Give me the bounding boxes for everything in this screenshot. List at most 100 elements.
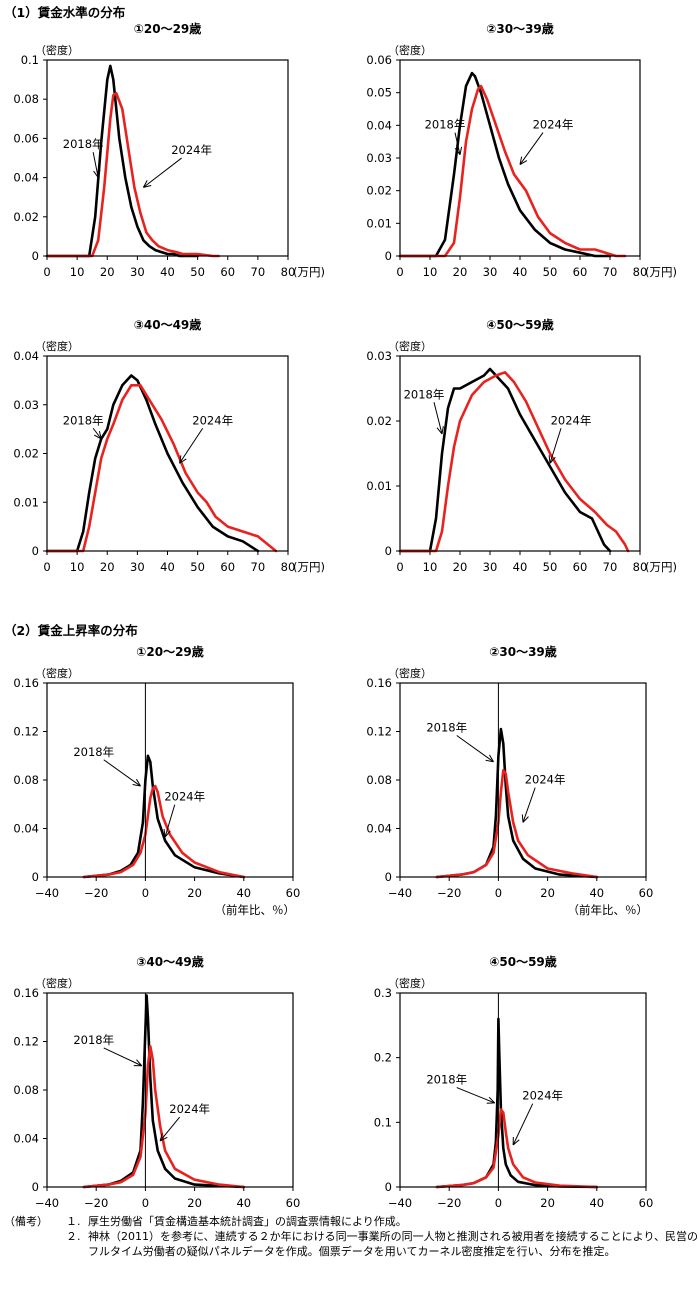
series-line-2018 [398,71,612,258]
y-tick-label: 0 [385,1180,392,1194]
annotation-arrow-head [522,816,529,823]
x-tick-label: 20 [540,886,555,900]
series-label-2018: 2018年 [404,387,445,401]
y-tick-label: 0 [385,544,392,558]
x-tick-label: 80 [633,560,648,574]
note-row-2: ２. 神林（2011）を参考に、連続する２か年における同一事業所の同一人物と推測… [4,1229,698,1259]
notes-label: （備考） [4,1215,48,1228]
annotation-arrow-head [548,455,551,464]
series-line-2024 [82,784,246,879]
x-tick-label: 60 [639,1196,654,1210]
series-line-2018 [435,727,599,879]
y-tick-label: 0.12 [13,725,39,739]
y-tick-label: 0.04 [366,118,392,132]
chart-grid: ①20～29歳 （密度） 0 0.02 0.04 0.06 0.08 0.1 0 10 20 30 40… [13,21,677,1210]
x-tick-label: 0 [396,265,403,279]
x-tick-label: 0 [495,1196,502,1210]
series-label-2024: 2024年 [192,413,233,427]
y-tick-label: 0.03 [13,398,39,412]
x-tick-label: 20 [100,560,115,574]
x-tick-label: 40 [236,886,251,900]
plot-frame [399,992,647,1188]
x-tick-label: 40 [160,265,175,279]
x-tick-label: 40 [236,1196,251,1210]
annotation-arrow-head [436,427,443,435]
series-line-2024 [398,370,630,553]
x-tick-label: 60 [286,886,301,900]
x-tick-label: 70 [603,560,618,574]
series-label-2018: 2018年 [73,1033,114,1047]
x-tick-label: 60 [286,1196,301,1210]
chart-title: ②30～39歳 [489,644,557,659]
annotation-arrow-line [179,427,204,464]
y-tick-label: 0.06 [366,53,392,67]
x-tick-label: −20 [84,886,108,900]
y-axis-label: （密度） [388,339,432,353]
x-tick-label: −40 [35,1196,59,1210]
x-tick-label: 80 [281,265,296,279]
annotation-arrow-head [519,160,528,165]
x-tick-label: 30 [483,560,498,574]
y-tick-label: 0.04 [13,822,39,836]
chart-title: ①20～29歳 [134,21,202,36]
y-axis-label: （密度） [388,43,432,57]
x-tick-label: 60 [573,560,588,574]
y-tick-label: 0.2 [374,1051,392,1065]
x-tick-label: 10 [423,560,438,574]
annotation-arrow-head [142,180,148,188]
y-axis-label: （密度） [35,666,79,680]
y-tick-label: 0.01 [13,495,39,509]
x-tick-label: 60 [639,886,654,900]
notes-block: （備考） １. 厚生労働省「賃金構造基本統計調査」の調査票情報により作成。 ２.… [4,1214,698,1259]
y-tick-label: 0.12 [13,1035,39,1049]
series-line-2024 [435,768,599,879]
series-label-2024: 2024年 [171,143,212,157]
y-axis-label: （密度） [388,976,432,990]
series-label-2024: 2024年 [525,773,566,787]
y-tick-label: 0 [32,249,39,263]
annotation-arrow-head [512,1139,520,1146]
annotation-arrow-head [136,1059,143,1067]
x-tick-label: 50 [190,560,205,574]
series-line-2018 [435,1017,599,1189]
annotation-arrow-line [143,157,182,188]
x-tick-label: −40 [35,886,59,900]
x-tick-label: 30 [130,265,145,279]
x-tick-label: 10 [423,265,438,279]
y-tick-label: 0.3 [374,986,392,1000]
note-text: 厚生労働省「賃金構造基本統計調査」の調査票情報により作成。 [88,1215,407,1228]
annotation-arrow-head [132,783,141,787]
x-tick-label: 20 [100,265,115,279]
annotation-arrow-head [93,434,102,440]
series-label-2018: 2018年 [63,137,104,151]
chart-title: ④50～59歳 [486,317,554,332]
x-tick-label: 0 [43,560,50,574]
x-tick-label: 0 [43,265,50,279]
y-tick-label: 0.04 [366,822,392,836]
x-tick-label: 70 [603,265,618,279]
annotation-arrow-head [136,778,141,787]
x-tick-label: 20 [187,1196,202,1210]
series-line-2018 [45,64,199,258]
y-tick-label: 0.1 [374,1115,392,1129]
series-label-2018: 2018年 [73,745,114,759]
series-line-2018 [45,374,260,553]
annotation-arrow-head [441,426,444,435]
x-axis-label: (万円) [293,265,325,279]
series-line-2024 [45,92,220,258]
annotation-arrow-head [519,156,523,165]
series-label-2024: 2024年 [164,790,205,804]
series-label-2024: 2024年 [533,118,574,132]
annotation-arrow-head [163,828,166,838]
y-tick-label: 0.03 [366,349,392,363]
series-label-2018: 2018年 [426,1073,467,1087]
x-tick-label: 40 [513,265,528,279]
annotation-arrow-head [488,1096,496,1104]
chart-title: ④50～59歳 [489,954,557,969]
plot-frame [399,59,641,257]
y-tick-label: 0.02 [366,184,392,198]
series-line-2024 [82,1045,246,1189]
x-tick-label: −40 [388,886,412,900]
annotation-arrow-line [433,402,443,435]
x-tick-label: 50 [543,560,558,574]
